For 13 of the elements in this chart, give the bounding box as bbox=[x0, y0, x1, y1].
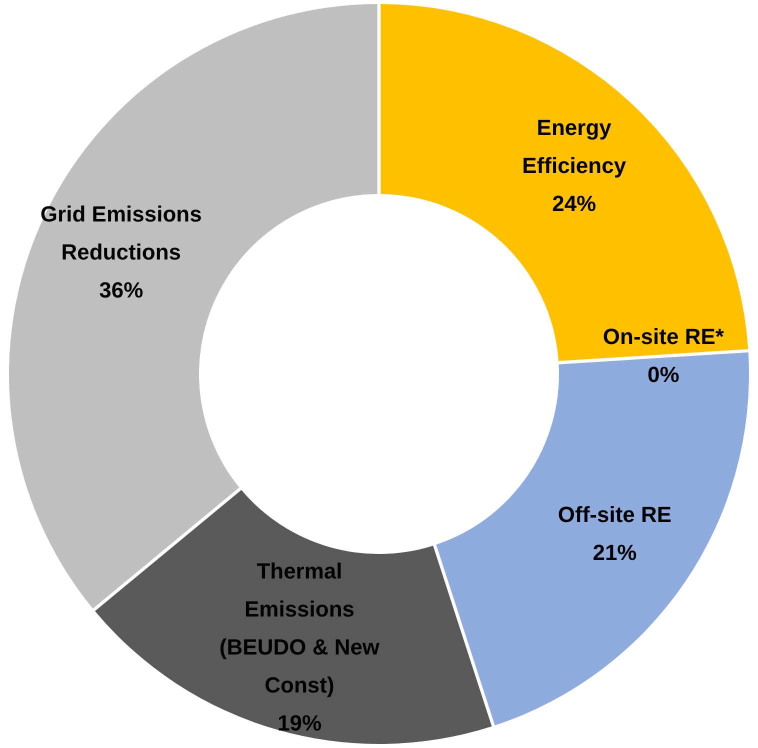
data-label: 36% bbox=[99, 278, 144, 303]
data-label: 19% bbox=[277, 710, 322, 736]
slice-label: Off-site RE bbox=[558, 502, 672, 528]
category-label: On-site RE* bbox=[602, 324, 724, 350]
donut-slice bbox=[380, 4, 748, 362]
donut-slice bbox=[436, 352, 748, 726]
data-label: 21% bbox=[592, 540, 637, 566]
slice-label: Energy Efficiency bbox=[522, 115, 627, 178]
text: 0% bbox=[648, 362, 680, 388]
donut-slice bbox=[94, 490, 492, 744]
slice-label: Grid Emissions Reductions bbox=[40, 202, 202, 265]
data-label: 24% bbox=[552, 191, 596, 216]
slice-label: Thermal Emissions (BEUDO & New Const) bbox=[219, 558, 380, 698]
